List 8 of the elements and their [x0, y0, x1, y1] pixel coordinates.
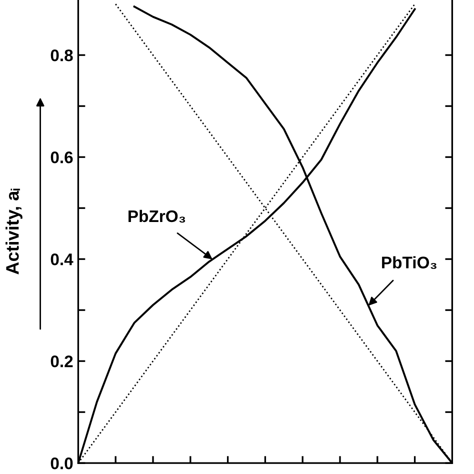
y-tick-label: 0.0 [50, 458, 73, 470]
y-tick-label: 0.8 [50, 49, 73, 62]
y-tick-label: 0.2 [50, 355, 73, 368]
y-tick-label: 0.4 [50, 253, 74, 266]
y-axis-title: Activity, aᵢ [6, 188, 22, 274]
y-tick-label: 0.6 [50, 151, 73, 164]
annotation: PbTiO₃ [382, 256, 436, 269]
annotation: PbZrO₃ [128, 210, 186, 223]
